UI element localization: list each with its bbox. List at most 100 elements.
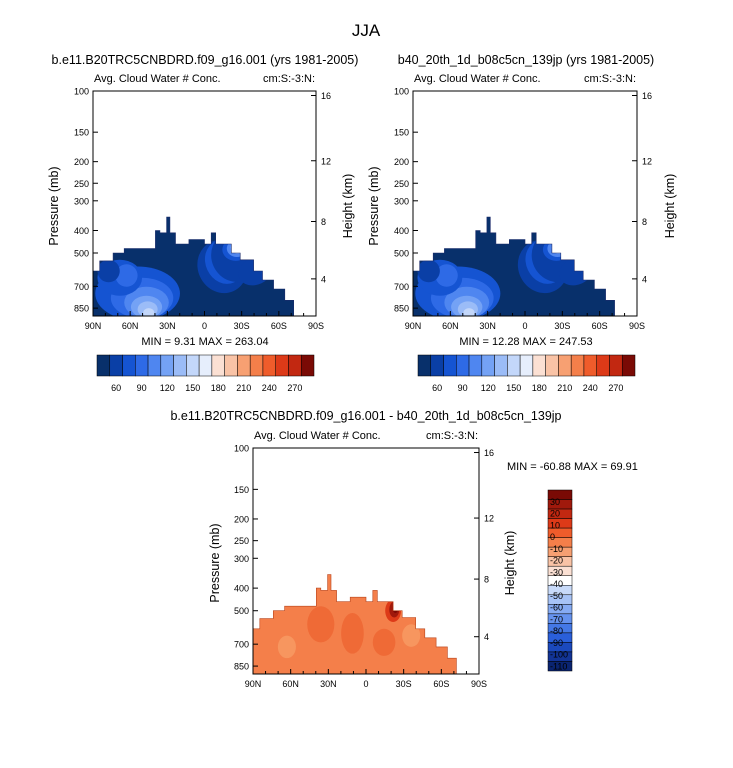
- contour-region: [115, 264, 138, 287]
- field-outline: [252, 574, 457, 675]
- x-tick-label: 90N: [245, 679, 262, 689]
- colorbar-swatch: [507, 354, 521, 377]
- colorbar: 60 90 120 150 180 210 240 270: [96, 354, 315, 393]
- colorbar-swatch: [430, 354, 444, 377]
- colorbar-label: 270: [608, 383, 623, 393]
- colorbar-label: 30: [550, 497, 560, 507]
- y-right-tick-label: 16: [321, 91, 331, 101]
- min-max-text: MIN = 9.31 MAX = 263.04: [141, 336, 268, 348]
- colorbar-swatch: [109, 354, 123, 377]
- colorbar-swatch: [237, 354, 251, 377]
- y-axis-title: Pressure (mb): [208, 523, 222, 602]
- x-tick-label: 60N: [122, 321, 139, 331]
- colorbar-label: 60: [432, 383, 442, 393]
- contour-region: [463, 308, 475, 316]
- colorbar-label: 150: [506, 383, 521, 393]
- colorbar-swatch: [160, 354, 174, 377]
- x-tick-label: 0: [522, 321, 527, 331]
- y-tick-label: 700: [394, 282, 409, 292]
- colorbar-swatch: [596, 354, 610, 377]
- field-outline: [412, 216, 615, 317]
- colorbar-label: 10: [550, 520, 560, 530]
- colorbar-swatch: [609, 354, 623, 377]
- colorbar-swatch: [547, 661, 573, 672]
- contour-region: [277, 635, 296, 659]
- colorbar-label: -70: [550, 614, 563, 624]
- units-label: cm:S:-3:N:: [426, 430, 478, 442]
- y-tick-label: 850: [394, 304, 409, 314]
- x-tick-label: 90N: [85, 321, 102, 331]
- contour-region: [554, 241, 565, 251]
- y-right-axis-title: Height (km): [341, 174, 355, 239]
- colorbar-swatch: [96, 354, 111, 377]
- y-right-tick-label: 4: [484, 632, 489, 642]
- colorbar-swatch: [147, 354, 162, 377]
- y-tick-label: 300: [234, 554, 249, 564]
- colorbar-swatch: [481, 354, 495, 377]
- colorbar-swatch: [519, 354, 534, 377]
- y-tick-label: 100: [234, 444, 249, 454]
- colorbar-label: 90: [137, 383, 147, 393]
- cloud-field: [413, 217, 615, 316]
- colorbar-swatch: [122, 354, 136, 377]
- contour-region: [238, 243, 243, 248]
- y-tick-label: 850: [74, 304, 89, 314]
- colorbar-label: -100: [550, 650, 568, 660]
- colorbar-label: 90: [458, 383, 468, 393]
- x-tick-label: 30S: [554, 321, 570, 331]
- colorbar-label: 120: [160, 383, 175, 393]
- y-tick-label: 400: [234, 584, 249, 594]
- contour-region: [547, 239, 568, 258]
- units-label: cm:S:-3:N:: [263, 73, 315, 85]
- y-tick-label: 250: [234, 536, 249, 546]
- y-tick-label: 500: [234, 606, 249, 616]
- colorbar-swatch: [443, 354, 457, 377]
- min-max-text: MIN = 12.28 MAX = 247.53: [459, 336, 592, 348]
- y-tick-label: 400: [74, 226, 89, 236]
- x-tick-label: 0: [202, 321, 207, 331]
- y-axis-title: Pressure (mb): [47, 166, 61, 245]
- x-tick-label: 30N: [159, 321, 176, 331]
- y-right-tick-label: 12: [484, 514, 494, 524]
- colorbar-swatch: [468, 354, 483, 377]
- min-value: MIN = 12.28: [459, 336, 519, 348]
- y-tick-label: 300: [74, 196, 89, 206]
- x-tick-label: 30N: [479, 321, 496, 331]
- colorbar: 60 90 120 150 180 210 240 270: [417, 354, 636, 393]
- min-value: MIN = -60.88: [507, 461, 571, 473]
- y-tick-label: 200: [74, 157, 89, 167]
- colorbar-swatch: [494, 354, 508, 377]
- contour-region: [402, 624, 421, 647]
- contour-region: [417, 259, 440, 283]
- y-right-tick-label: 4: [321, 274, 326, 284]
- min-max-text: MIN = -60.88 MAX = 69.91: [507, 461, 638, 473]
- colorbar-swatch: [173, 354, 187, 377]
- contour-region: [143, 308, 155, 316]
- plot-area: 100 150 200 250 300 400 500 700 850 16 12 8 4 90N 60N 3…: [74, 87, 331, 332]
- contour-region: [341, 612, 364, 654]
- figure-title: JJA: [352, 21, 381, 40]
- colorbar-swatch: [417, 354, 432, 377]
- x-tick-label: 60S: [433, 679, 449, 689]
- contour-region: [558, 243, 563, 248]
- colorbar-label: 210: [557, 383, 572, 393]
- colorbar-swatch: [558, 354, 572, 377]
- y-tick-label: 850: [234, 662, 249, 672]
- x-tick-label: 90S: [471, 679, 487, 689]
- colorbar-label: 20: [550, 509, 560, 519]
- plot-area: 100 150 200 250 300 400 500 700 850 16 12 8 4 90N 60N 3…: [394, 87, 652, 332]
- contour-region: [234, 241, 244, 251]
- colorbar-swatch: [224, 354, 238, 377]
- colorbar-swatch: [262, 354, 276, 377]
- colorbar-label: -20: [550, 556, 563, 566]
- panel-model-2: b40_20th_1d_b08c5cn_139jp (yrs 1981-2005…: [367, 53, 677, 393]
- x-tick-label: 0: [363, 679, 368, 689]
- y-right-tick-label: 8: [484, 575, 489, 585]
- y-tick-label: 300: [394, 196, 409, 206]
- x-tick-label: 60S: [271, 321, 287, 331]
- y-tick-label: 200: [394, 157, 409, 167]
- colorbar-label: 180: [532, 383, 547, 393]
- colorbar-swatch: [621, 354, 636, 377]
- colorbar-swatch: [186, 354, 200, 377]
- contour-region: [551, 241, 566, 254]
